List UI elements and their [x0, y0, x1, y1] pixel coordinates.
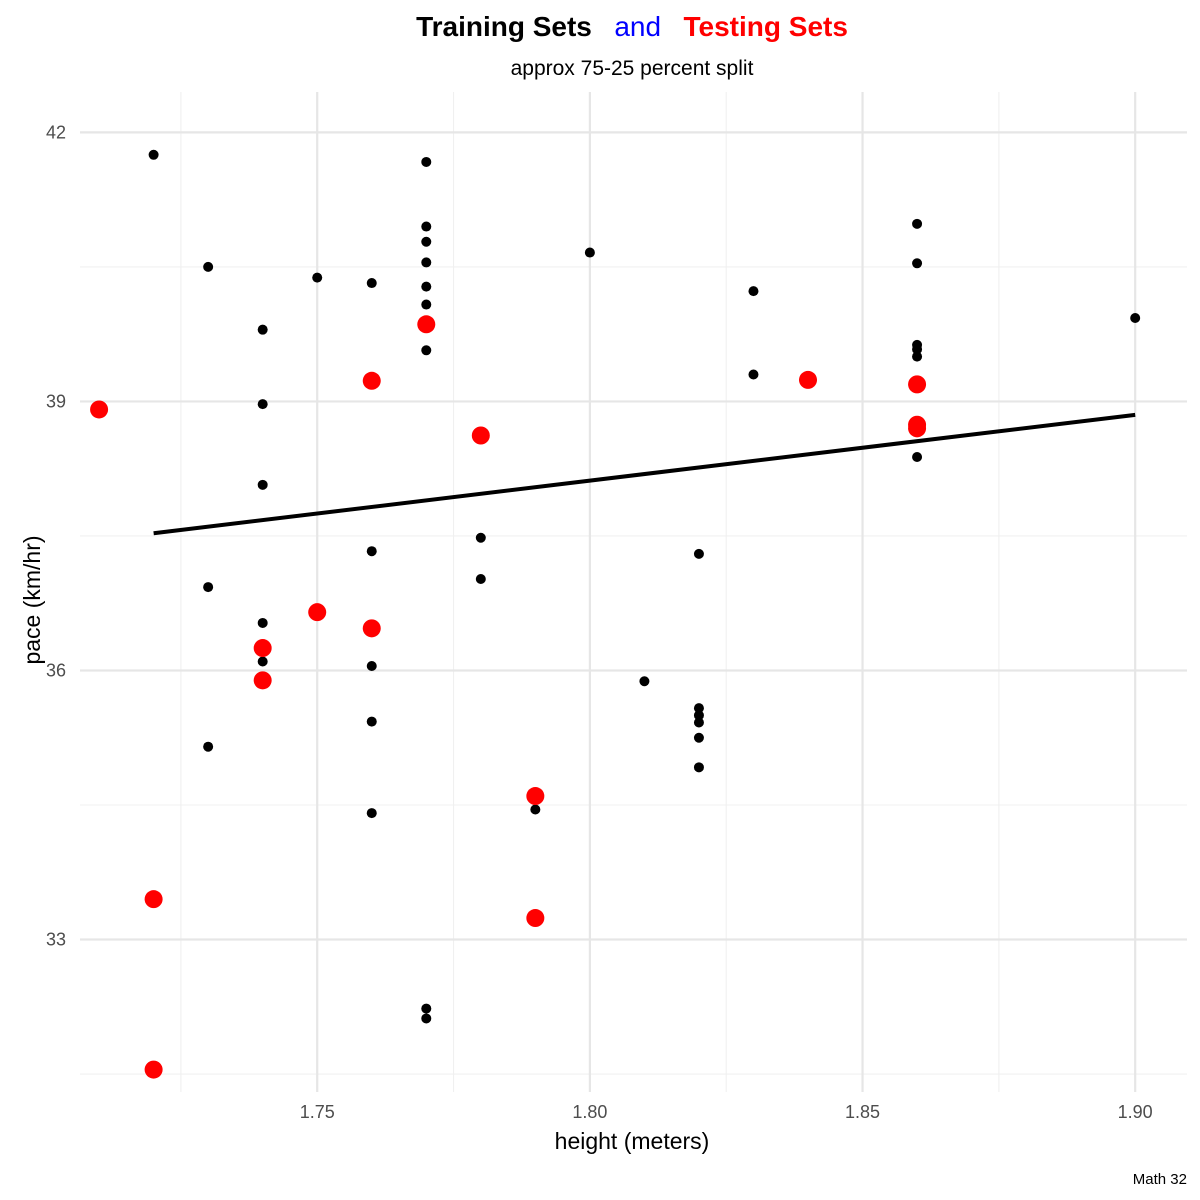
training-point	[584, 247, 595, 258]
y-axis-ticks: 33 36 39 42	[46, 122, 66, 949]
y-tick-label: 39	[46, 391, 66, 411]
testing-point	[908, 419, 927, 438]
training-point	[366, 716, 377, 727]
training-point	[693, 710, 704, 721]
training-point	[366, 808, 377, 819]
training-point	[475, 532, 486, 543]
chart-subtitle: approx 75-25 percent split	[511, 57, 754, 80]
testing-point	[144, 1060, 163, 1079]
testing-point	[799, 370, 818, 389]
testing-point	[417, 315, 436, 334]
testing-point	[253, 639, 272, 658]
training-point	[312, 272, 323, 283]
testing-point	[362, 371, 381, 390]
testing-point	[253, 671, 272, 690]
y-axis-title: pace (km/hr)	[19, 535, 45, 664]
training-point	[421, 281, 432, 292]
training-point	[421, 257, 432, 268]
testing-point	[908, 375, 927, 394]
training-point	[203, 582, 214, 593]
grid-lines	[80, 92, 1187, 1092]
training-point	[421, 299, 432, 310]
training-point	[148, 149, 159, 160]
training-point	[421, 156, 432, 167]
training-point	[912, 258, 923, 269]
y-tick-label: 36	[46, 660, 66, 680]
training-point	[421, 1003, 432, 1014]
testing-point	[526, 909, 545, 928]
testing-point	[90, 400, 109, 419]
training-point	[257, 399, 268, 410]
training-point	[912, 452, 923, 463]
training-point	[421, 221, 432, 232]
x-tick-label: 1.75	[300, 1102, 335, 1122]
x-tick-label: 1.80	[572, 1102, 607, 1122]
training-point	[366, 660, 377, 671]
training-point	[257, 324, 268, 335]
training-point	[912, 344, 923, 355]
training-point	[530, 804, 541, 815]
training-point	[475, 573, 486, 584]
training-point	[693, 762, 704, 773]
training-point	[912, 218, 923, 229]
training-point	[203, 261, 214, 272]
training-point	[748, 369, 759, 380]
training-point	[912, 351, 923, 362]
testing-point	[144, 890, 163, 909]
training-point	[257, 656, 268, 667]
y-tick-label: 33	[46, 930, 66, 950]
training-point	[257, 617, 268, 628]
testing-point	[526, 787, 545, 806]
testing-point	[308, 603, 327, 622]
testing-point	[362, 619, 381, 638]
training-point	[421, 236, 432, 247]
x-axis-ticks: 1.75 1.80 1.85 1.90	[300, 1102, 1153, 1122]
training-point	[693, 548, 704, 559]
training-point	[421, 1013, 432, 1024]
training-point	[366, 278, 377, 289]
chart-caption: Math 32	[1133, 1171, 1187, 1188]
title-part-training: Training Sets	[416, 11, 592, 42]
regression-line-layer	[153, 412, 1136, 536]
chart-title: Training Sets and Testing Sets	[416, 11, 848, 42]
training-point	[693, 717, 704, 728]
testing-point	[471, 426, 490, 445]
training-point	[748, 286, 759, 297]
x-tick-label: 1.90	[1118, 1102, 1153, 1122]
training-point	[257, 479, 268, 490]
regression-line	[153, 412, 1136, 536]
x-tick-label: 1.85	[845, 1102, 880, 1122]
title-part-and: and	[614, 11, 661, 42]
y-tick-label: 42	[46, 122, 66, 142]
training-point	[203, 741, 214, 752]
training-point	[1130, 313, 1141, 324]
title-part-testing: Testing Sets	[684, 11, 848, 42]
x-axis-title: height (meters)	[555, 1128, 710, 1154]
data-points	[90, 149, 1141, 1079]
training-point	[366, 546, 377, 557]
training-point	[693, 732, 704, 743]
training-point	[639, 676, 650, 687]
training-point	[421, 345, 432, 356]
training-point	[693, 703, 704, 714]
